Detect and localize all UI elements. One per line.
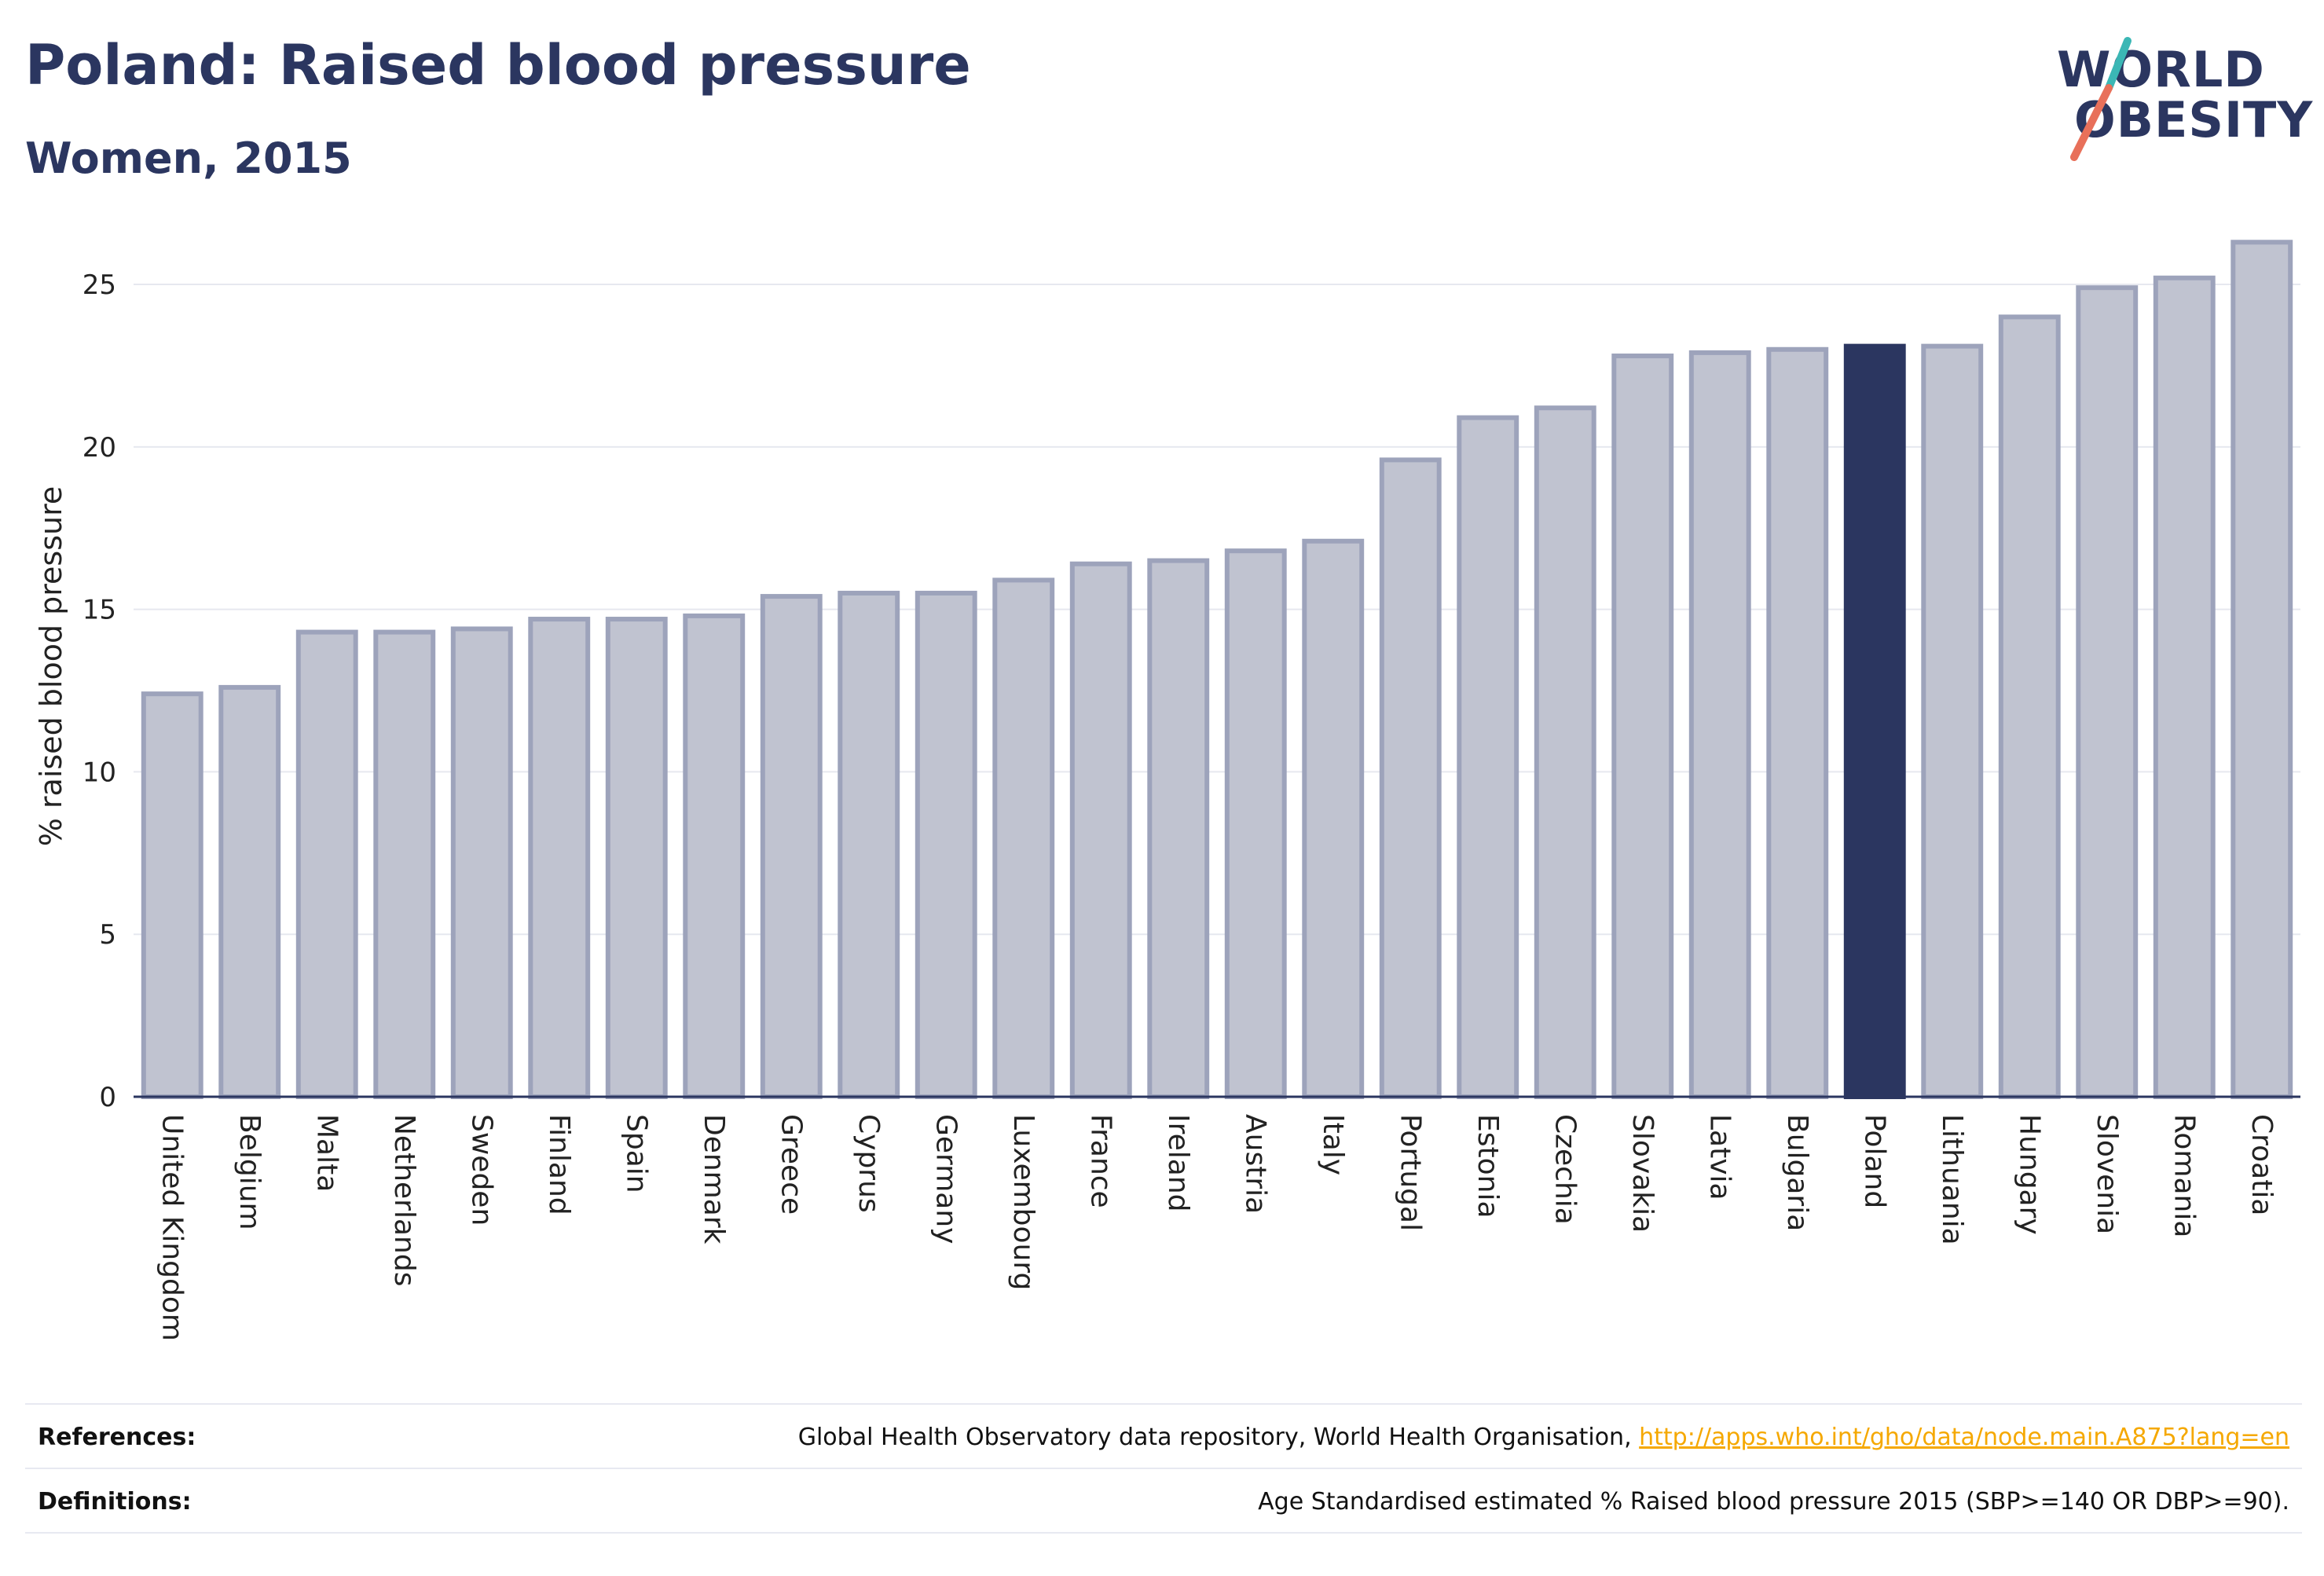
bar [838,590,900,1099]
x-tick-label: Cyprus [852,1114,885,1213]
bar [683,613,746,1099]
world-obesity-logo: WORLD OBESITY [2043,31,2312,165]
y-axis-title: % raised blood pressure [34,486,68,847]
logo-line-1: WORLD [2057,41,2265,98]
x-tick-label: Slovakia [1626,1114,1659,1233]
y-tick-label: 5 [99,919,116,951]
bar [1069,561,1132,1099]
x-tick-label: Estonia [1472,1114,1504,1219]
bar [295,629,358,1099]
bar [528,617,591,1099]
bar [1766,346,1829,1100]
x-tick-label: Italy [1317,1114,1349,1175]
references-row: References: Global Health Observatory da… [25,1424,2302,1463]
references-link[interactable]: http://apps.who.int/gho/data/node.main.A… [1639,1424,2289,1451]
x-tick-label: Luxembourg [1007,1114,1039,1290]
x-tick-label: Belgium [233,1114,266,1230]
bar [915,590,977,1099]
page-subtitle: Women, 2015 [25,134,352,183]
y-tick-label: 20 [82,432,116,464]
bar [2076,285,2139,1099]
x-tick-label: Portugal [1394,1114,1426,1231]
bar [1224,548,1287,1099]
logo-line-2: OBESITY [2074,91,2314,148]
definitions-value: Age Standardised estimated % Raised bloo… [1258,1488,2289,1516]
y-tick-label: 0 [99,1082,116,1113]
bar [450,626,513,1099]
y-tick-label: 15 [82,595,116,626]
definitions-row: Definitions: Age Standardised estimated … [25,1488,2302,1527]
logo-slash-icon [2070,37,2132,161]
x-tick-label: Slovenia [2091,1114,2123,1234]
x-tick-label: Austria [1239,1114,1271,1214]
x-tick-label: Bulgaria [1781,1114,1813,1231]
bar [1147,558,1210,1099]
bar [1611,354,1674,1099]
x-tick-label: United Kingdom [156,1114,188,1341]
x-tick-label: Greece [775,1114,807,1215]
y-tick-label: 10 [82,757,116,788]
x-tick-label: Lithuania [1936,1114,1968,1245]
footer-divider-middle [25,1468,2302,1469]
bar [605,617,668,1099]
bar [141,691,203,1099]
bar-chart: 0 5 10 15 20 25 % raised blood pressure United … [34,240,2300,1341]
y-tick-label: 25 [82,269,116,301]
footer-divider-bottom [25,1532,2302,1534]
references-text: Global Health Observatory data repositor… [797,1424,1640,1451]
x-tick-label: Latvia [1703,1114,1736,1200]
footer-divider-top [25,1403,2302,1405]
bar [1302,538,1365,1099]
x-tick-label: Germany [929,1114,962,1244]
x-tick-label: Malta [310,1114,343,1192]
x-tick-label: Denmark [698,1114,730,1244]
bar [1998,314,2061,1099]
bar [1843,343,1906,1099]
x-tick-label: Croatia [2245,1114,2278,1215]
definitions-label: Definitions: [38,1488,192,1516]
references-value: Global Health Observatory data repositor… [798,1424,2289,1451]
bar [992,577,1055,1099]
bar [1379,457,1442,1099]
page-title: Poland: Raised blood pressure [25,33,971,97]
bar [1534,405,1596,1099]
bar [2153,275,2216,1100]
bar [218,684,281,1099]
references-label: References: [38,1424,196,1451]
bar [760,594,823,1100]
x-tick-label: Ireland [1162,1114,1194,1212]
x-tick-label: Sweden [465,1114,497,1226]
x-tick-label: Netherlands [388,1114,420,1286]
x-tick-label: Poland [1858,1114,1890,1208]
bar [1457,415,1519,1099]
x-tick-label: Romania [2168,1114,2200,1237]
x-tick-label: Finland [543,1114,575,1215]
x-tick-label: France [1084,1114,1116,1208]
x-tick-label: Spain [620,1114,652,1193]
bar [1688,350,1751,1099]
bar [1921,343,1984,1099]
x-tick-label: Czechia [1549,1114,1581,1225]
x-tick-label: Hungary [2013,1114,2045,1235]
bar [373,629,436,1099]
bar [2231,240,2293,1099]
